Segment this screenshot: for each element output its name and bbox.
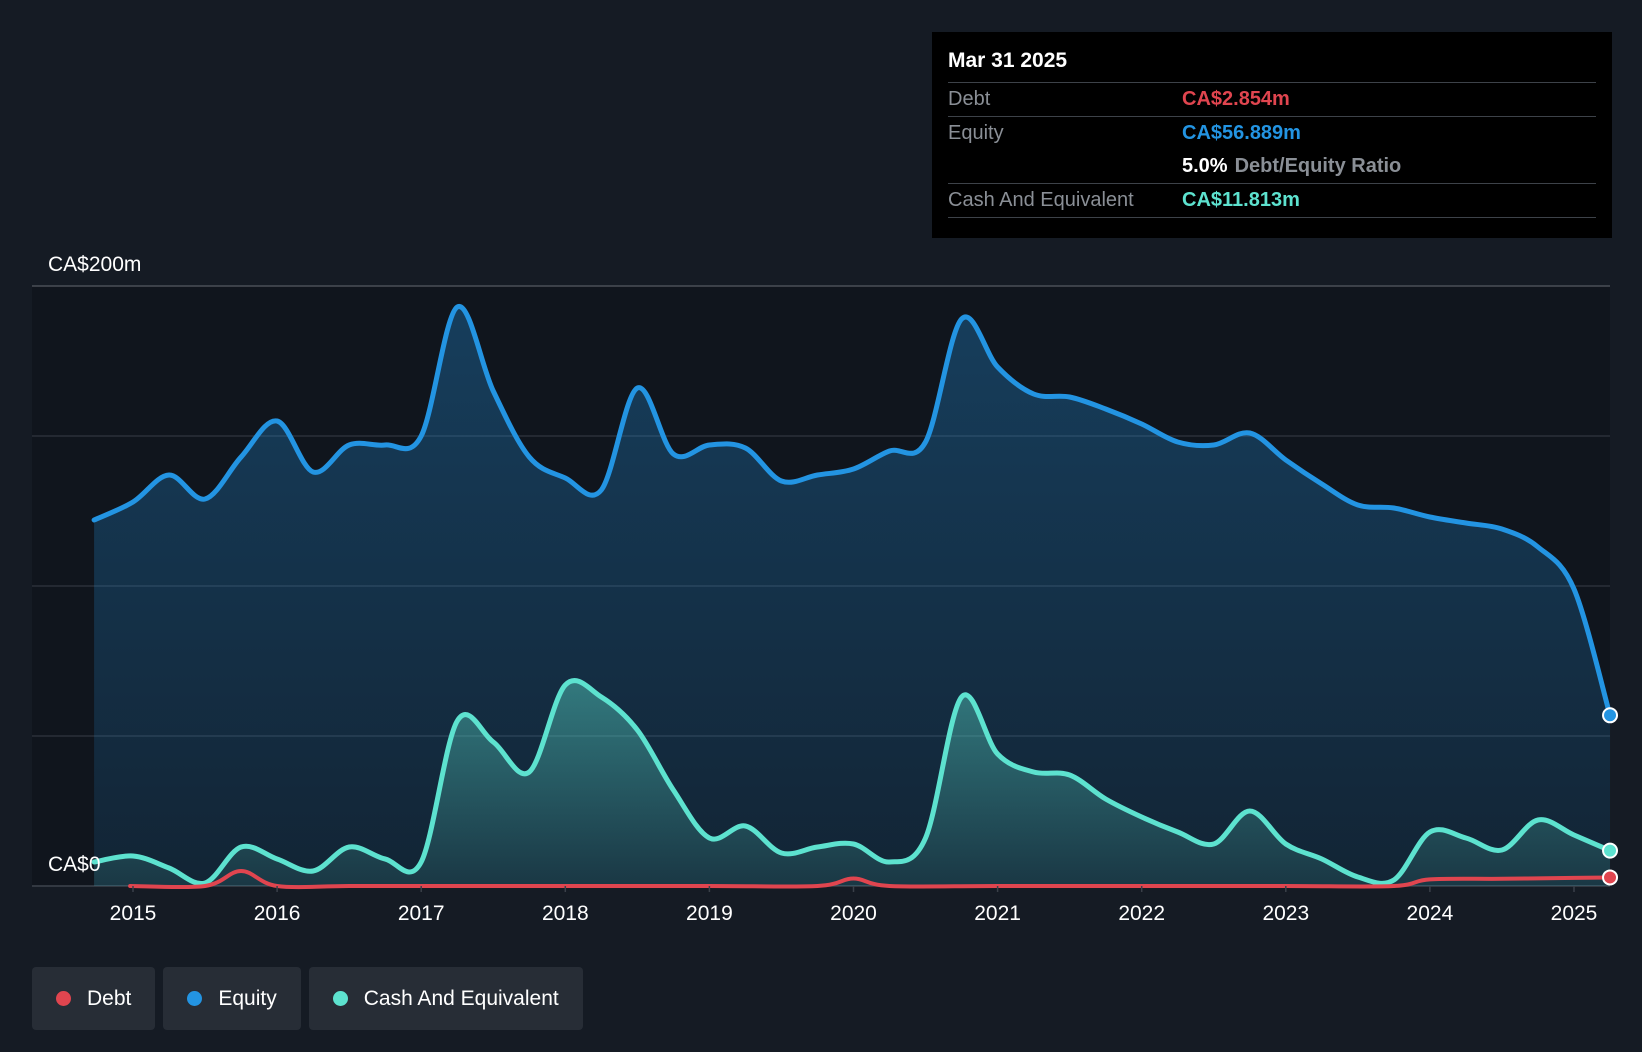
x-tick-label: 2019 bbox=[686, 902, 733, 925]
x-tick-label: 2024 bbox=[1407, 902, 1454, 925]
tooltip-equity-value: CA$56.889m bbox=[1182, 122, 1301, 144]
tooltip-cash-label: Cash And Equivalent bbox=[948, 189, 1134, 211]
x-tick-label: 2018 bbox=[542, 902, 589, 925]
debt-end-marker[interactable] bbox=[1602, 869, 1619, 886]
y-axis: CA$200m CA$0 bbox=[48, 253, 141, 876]
x-tick-label: 2023 bbox=[1262, 902, 1309, 925]
equity-line bbox=[91, 304, 1613, 718]
tooltip-row-equity: Equity CA$56.889m bbox=[948, 116, 1596, 150]
tooltip-panel: Mar 31 2025 Debt CA$2.854m Equity CA$56.… bbox=[932, 32, 1612, 238]
tooltip-equity-label: Equity bbox=[948, 122, 1004, 144]
tooltip-debt-value: CA$2.854m bbox=[1182, 88, 1290, 110]
tooltip-row-cash: Cash And Equivalent CA$11.813m bbox=[948, 183, 1596, 218]
tooltip-ratio-value: 5.0% bbox=[1182, 155, 1228, 177]
cash-line bbox=[91, 678, 1613, 887]
legend-item-cash[interactable]: Cash And Equivalent bbox=[308, 967, 583, 1030]
chart-legend: Debt Equity Cash And Equivalent bbox=[32, 967, 583, 1030]
equity-end-marker[interactable] bbox=[1602, 707, 1619, 724]
end-markers[interactable] bbox=[1602, 707, 1619, 886]
tooltip-row-ratio: 5.0% Debt/Equity Ratio bbox=[948, 150, 1596, 183]
x-tick-label: 2020 bbox=[830, 902, 877, 925]
legend-item-equity[interactable]: Equity bbox=[163, 967, 301, 1030]
debt-line bbox=[128, 869, 1613, 890]
cash-end-marker[interactable] bbox=[1602, 842, 1619, 859]
legend-debt-label: Debt bbox=[87, 986, 132, 1010]
tooltip-ratio-label: Debt/Equity Ratio bbox=[1234, 155, 1402, 177]
x-tick-label: 2021 bbox=[974, 902, 1021, 925]
tooltip-cash-value: CA$11.813m bbox=[1182, 189, 1300, 211]
legend-equity-label: Equity bbox=[218, 986, 277, 1010]
y-tick-label: CA$0 bbox=[48, 853, 101, 876]
tooltip-date: Mar 31 2025 bbox=[948, 49, 1068, 72]
cash-area bbox=[94, 680, 1611, 886]
tooltip-row-debt: Debt CA$2.854m bbox=[948, 82, 1596, 116]
x-tick-label: 2022 bbox=[1118, 902, 1165, 925]
tooltip-debt-label: Debt bbox=[948, 88, 991, 110]
x-tick-label: 2016 bbox=[254, 902, 301, 925]
legend-item-debt[interactable]: Debt bbox=[32, 967, 156, 1030]
series-layer bbox=[91, 304, 1613, 890]
equity-dot-icon bbox=[187, 991, 203, 1006]
x-axis: 2015 2016 2017 2018 2019 2020 2021 2022 2023 2024… bbox=[110, 886, 1598, 925]
legend-cash-label: Cash And Equivalent bbox=[363, 986, 559, 1010]
x-tick-label: 2025 bbox=[1551, 902, 1598, 925]
x-tick-label: 2015 bbox=[110, 902, 157, 925]
x-tick-label: 2017 bbox=[398, 902, 445, 925]
debt-dot-icon bbox=[56, 991, 71, 1006]
y-tick-label: CA$200m bbox=[48, 253, 141, 276]
cash-dot-icon bbox=[332, 991, 348, 1006]
